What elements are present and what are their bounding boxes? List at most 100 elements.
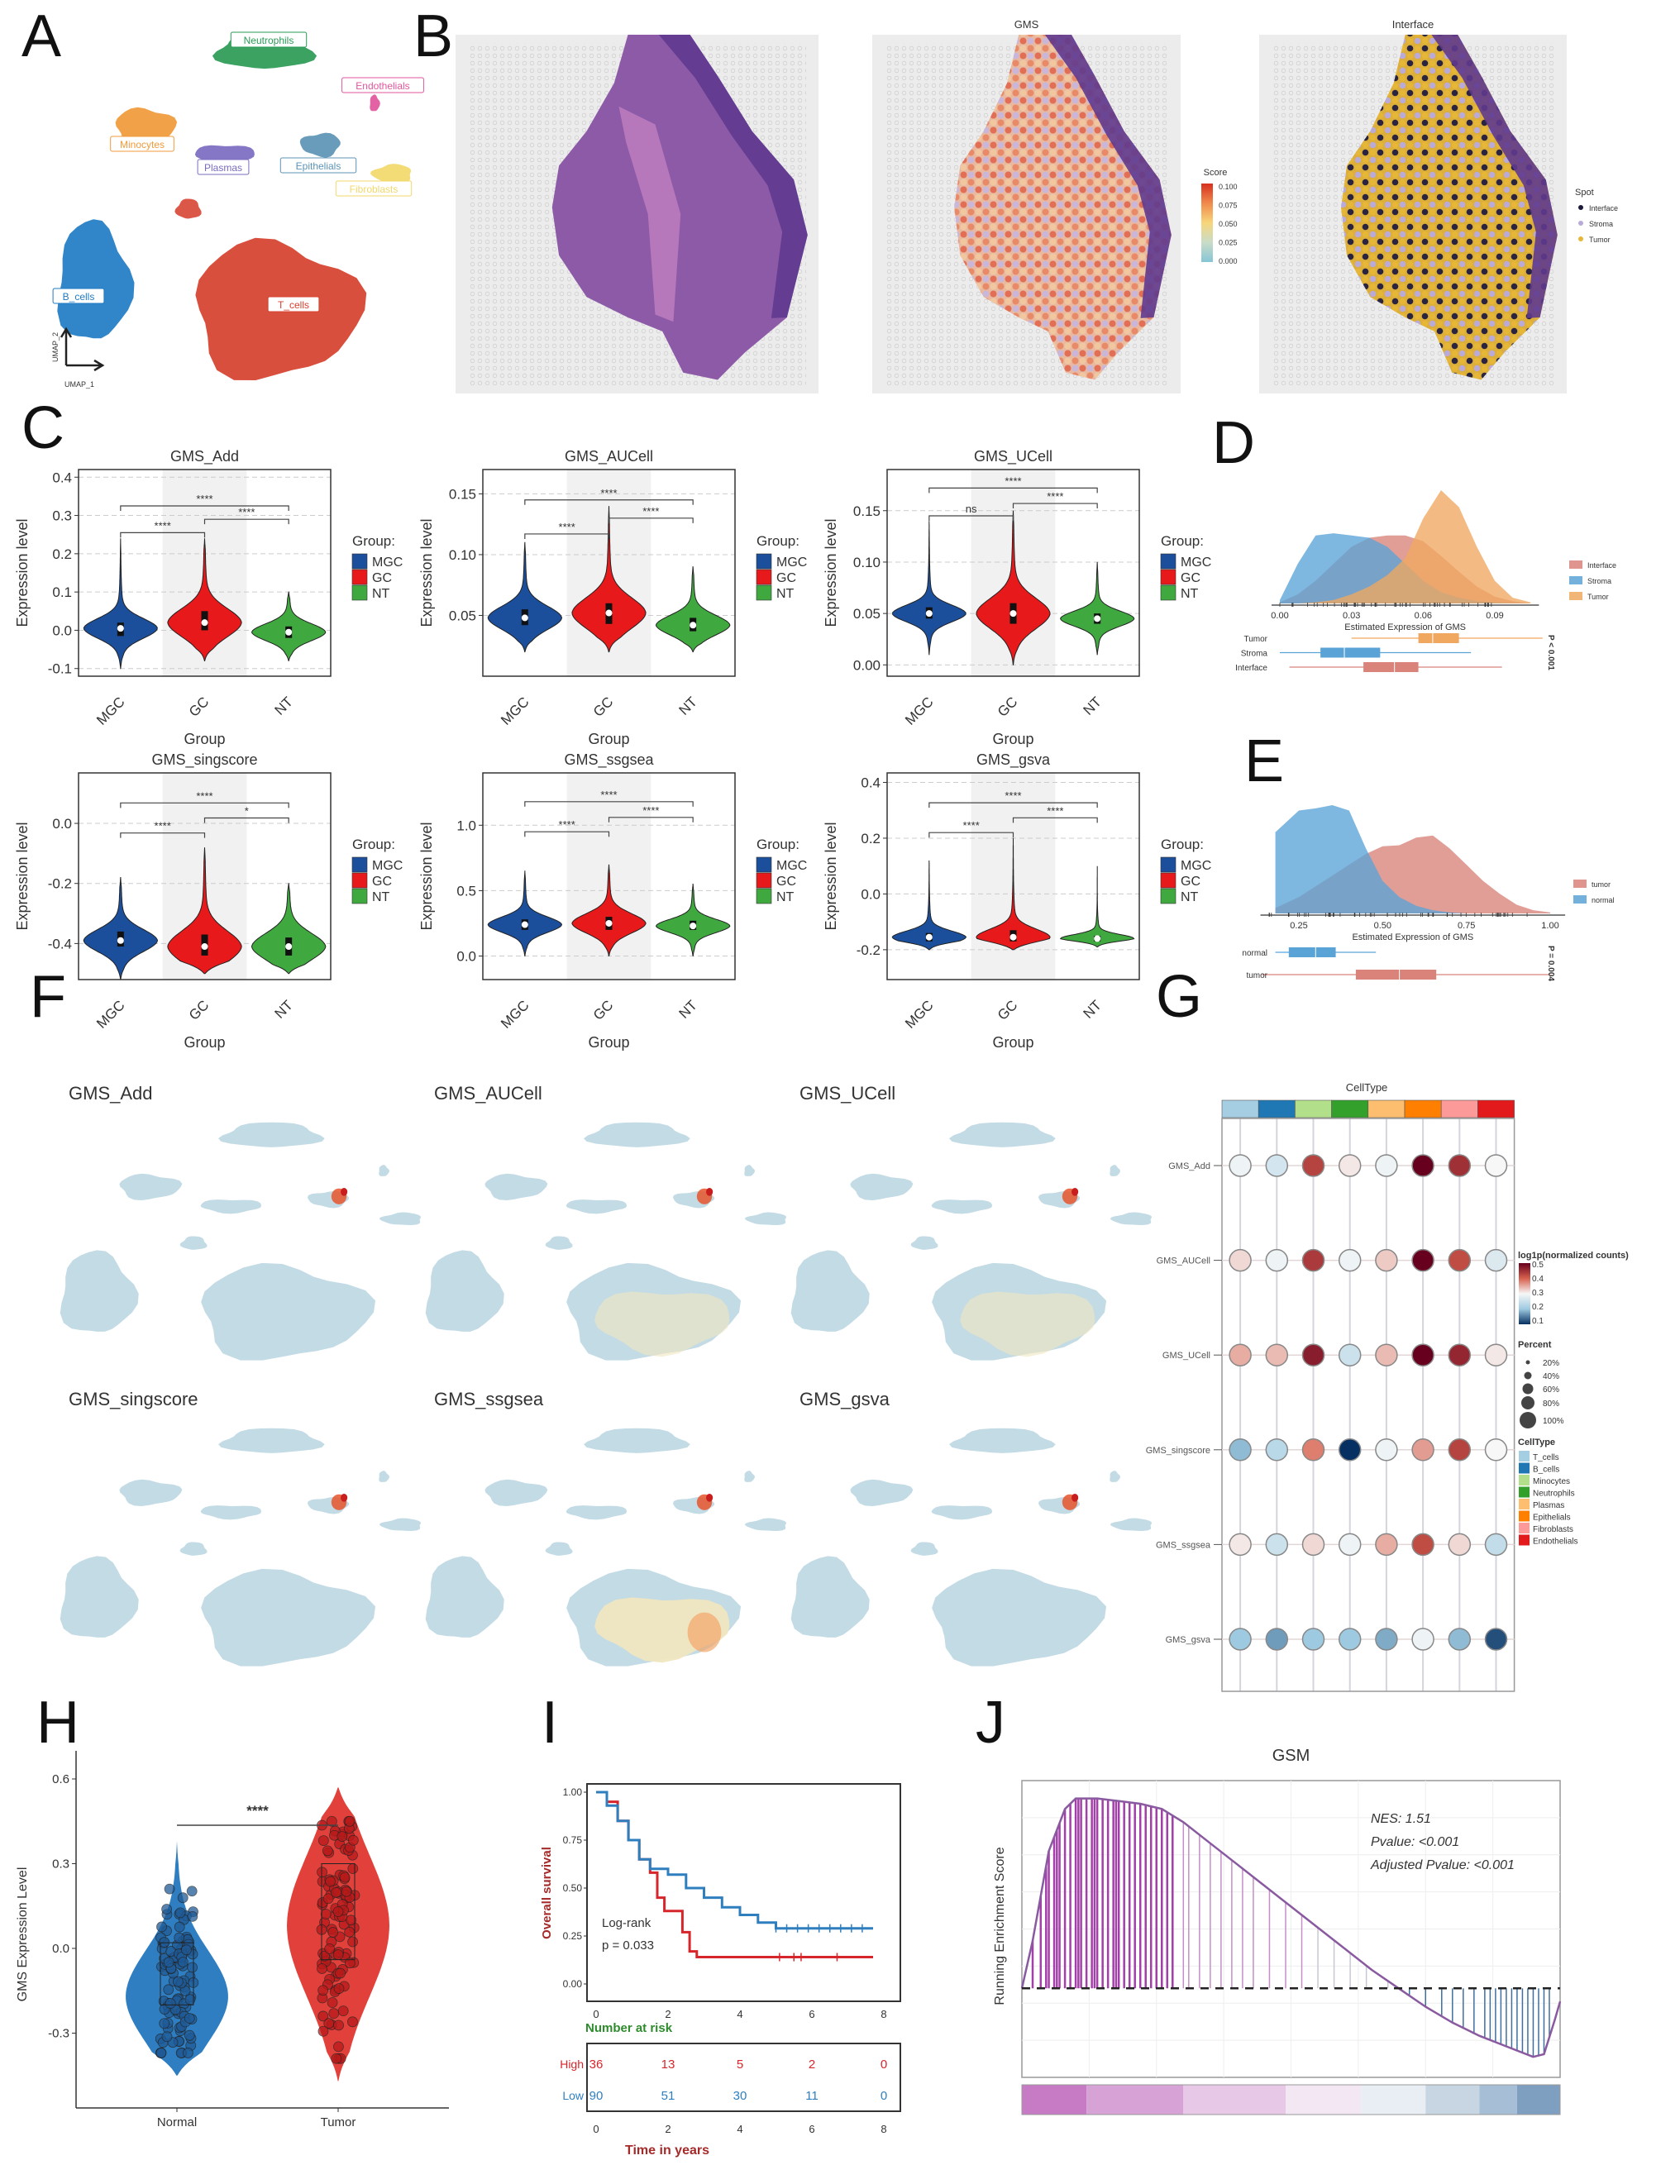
rank-bar-segment	[1361, 2085, 1426, 2115]
significance-label: ns	[966, 503, 977, 515]
data-point	[336, 1831, 348, 1842]
cluster-label-box	[341, 77, 424, 93]
feature-hotspot-core	[706, 1188, 714, 1196]
data-point	[344, 1815, 356, 1827]
umap-cluster-b_cells	[57, 219, 135, 339]
dot	[1448, 1343, 1472, 1366]
data-point	[341, 1886, 352, 1897]
significance-bracket	[1012, 817, 1098, 823]
y-axis-label: Expression level	[14, 518, 31, 627]
dot	[1484, 1438, 1508, 1462]
data-point	[177, 1957, 189, 1968]
celltype-legend-swatch	[1519, 1523, 1530, 1533]
median-point	[117, 625, 124, 632]
legend-title: Group:	[1161, 533, 1204, 549]
celltype-legend-swatch	[1519, 1462, 1530, 1474]
data-point	[184, 2013, 195, 2024]
size-legend-label: 100%	[1543, 1417, 1564, 1426]
risk-count: 90	[589, 2089, 604, 2103]
data-point	[332, 1906, 344, 1917]
legend-label: NT	[776, 587, 795, 601]
legend-title: Group:	[1161, 837, 1204, 852]
x-tick-label: MGC	[498, 694, 532, 727]
cluster-label-box	[52, 288, 105, 304]
box-iqr	[1288, 947, 1336, 957]
panel-label-b: B	[413, 3, 454, 69]
dot	[1484, 1533, 1508, 1557]
dot	[1265, 1533, 1289, 1557]
score-tick: 0.000	[1219, 257, 1238, 265]
median-point	[201, 943, 208, 951]
gsea-stat: Adjusted Pvalue: <0.001	[1370, 1858, 1515, 1872]
significance-label: ****	[642, 505, 659, 517]
box-label: Interface	[1235, 664, 1267, 673]
y-axis-label: Expression level	[418, 822, 435, 930]
cluster-label: B_cells	[63, 291, 95, 303]
km-frame	[586, 1783, 901, 2002]
feature-umap-gms-ssgsea: GMS_ssgsea	[425, 1389, 786, 1667]
risk-x-tick-label: 4	[737, 2123, 742, 2135]
median-point	[690, 923, 697, 930]
tissue-stroma-band	[618, 106, 681, 322]
y-tick-label: 0.0	[861, 886, 881, 902]
y-tick-label: 0.4	[52, 470, 72, 485]
score-legend-title: Score	[1204, 168, 1228, 178]
risk-x-tick-label: 2	[665, 2123, 671, 2135]
x-axis-label: Group	[588, 731, 629, 747]
kaplan-meier-plot: 0.00 0.25 0.50 0.75 1.00 0 0 2 2 4 4 6 6 8 8 Log-rank p …	[540, 1783, 901, 2158]
cluster-label-box	[279, 157, 357, 174]
umap-cells	[60, 1122, 421, 1361]
significance-bracket	[928, 832, 1014, 838]
median-point	[605, 919, 613, 927]
box-iqr	[1418, 633, 1459, 643]
data-point	[344, 1957, 356, 1969]
y-axis-label: Expression level	[418, 518, 435, 627]
y-tick-label: 0.5	[456, 883, 476, 899]
celltype-strip-b_cells	[1258, 1099, 1296, 1118]
significance-label: ****	[196, 493, 212, 505]
size-legend-label: 60%	[1543, 1385, 1559, 1395]
median-point	[521, 921, 528, 928]
umap-cluster	[850, 1479, 914, 1506]
data-point	[161, 2031, 173, 2043]
x-tick-label: GC	[995, 997, 1020, 1023]
umap-cluster	[1110, 1471, 1120, 1482]
dot	[1229, 1343, 1252, 1366]
data-point	[177, 1892, 189, 1904]
x-axis-label: Group	[588, 1034, 629, 1051]
data-point	[159, 2018, 170, 2029]
data-point	[331, 1886, 342, 1898]
panel-label-a: A	[21, 3, 62, 69]
celltype-legend-label: Plasmas	[1533, 1501, 1564, 1510]
x-tick-label: 0.06	[1415, 611, 1432, 621]
density-plot-bulk: 0.25 0.50 0.75 1.00 Estimated Expression of …	[1242, 805, 1615, 981]
size-legend-label: 40%	[1543, 1372, 1559, 1381]
plot-title: GMS_gsva	[976, 751, 1051, 769]
data-point	[180, 1944, 192, 1956]
y-tick-label: 0.10	[449, 547, 476, 563]
dot	[1338, 1343, 1362, 1366]
violin-mgc	[487, 541, 563, 653]
size-legend-dot	[1521, 1396, 1534, 1409]
legend-label: MGC	[1181, 859, 1211, 873]
dot	[1484, 1628, 1508, 1651]
feature-umap-grid: GMS_Add GMS_AUCell GMS_UCell GMS_singscore G…	[60, 1083, 1152, 1667]
data-point	[322, 1845, 333, 1857]
legend-label: GC	[372, 571, 392, 585]
dot	[1338, 1628, 1362, 1651]
legend-swatch	[756, 553, 772, 570]
violin-gc	[167, 847, 242, 975]
legend-swatch	[351, 888, 368, 904]
plot-title: GMS_UCell	[974, 448, 1052, 465]
umap-cluster	[119, 1173, 183, 1200]
size-legend-dot	[1524, 1371, 1532, 1380]
score-tick: 0.025	[1219, 239, 1238, 247]
score-tick: 0.100	[1219, 183, 1238, 191]
feature-hotspot	[687, 1612, 722, 1652]
legend-label: GC	[372, 875, 392, 889]
dot	[1229, 1248, 1252, 1272]
plot-frame	[78, 469, 332, 677]
y-tick-label: 0.10	[853, 555, 881, 570]
spatial-section-1	[456, 35, 819, 393]
